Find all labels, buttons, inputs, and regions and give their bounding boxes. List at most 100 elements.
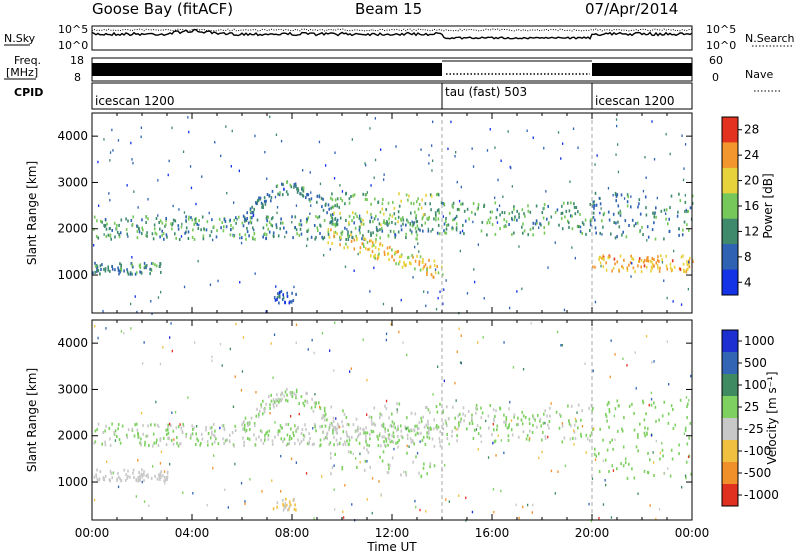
heatmap-cell — [261, 490, 263, 493]
heatmap-cell — [262, 235, 264, 239]
heatmap-cell — [388, 471, 390, 474]
heatmap-cell — [244, 233, 247, 237]
heatmap-cell — [610, 516, 613, 519]
heatmap-cell — [574, 417, 577, 421]
heatmap-cell — [691, 194, 694, 198]
heatmap-cell — [356, 215, 358, 219]
heatmap-cell — [626, 268, 629, 272]
heatmap-cell — [650, 269, 652, 273]
heatmap-cell — [284, 502, 287, 506]
heatmap-cell — [262, 206, 264, 209]
heatmap-cell — [179, 442, 181, 446]
heatmap-cell — [658, 508, 661, 511]
heatmap-cell — [330, 472, 332, 476]
heatmap-cell — [246, 211, 248, 215]
heatmap-cell — [472, 165, 475, 168]
heatmap-cell — [454, 381, 456, 385]
heatmap-cell — [119, 477, 121, 481]
heatmap-cell — [265, 310, 267, 313]
heatmap-cell — [189, 165, 192, 168]
heatmap-cell — [412, 202, 415, 206]
heatmap-cell — [271, 442, 274, 446]
heatmap-cell — [599, 231, 601, 235]
heatmap-cell — [544, 437, 547, 440]
heatmap-cell — [286, 442, 289, 446]
heatmap-cell — [683, 167, 685, 170]
heatmap-cell — [650, 434, 653, 437]
heatmap-cell — [445, 231, 448, 235]
heatmap-cell — [306, 442, 309, 446]
heatmap-cell — [192, 492, 194, 495]
heatmap-cell — [158, 473, 160, 477]
heatmap-cell — [609, 440, 611, 444]
heatmap-cell — [454, 416, 456, 420]
heatmap-cell — [508, 223, 510, 226]
heatmap-cell — [239, 236, 241, 240]
heatmap-cell — [427, 419, 429, 423]
heatmap-cell — [584, 218, 587, 222]
heatmap-cell — [379, 432, 381, 436]
heatmap-cell — [661, 448, 664, 452]
heatmap-cell — [521, 287, 523, 291]
heatmap-cell — [560, 216, 563, 220]
y-tick-label: 3000 — [57, 175, 88, 189]
heatmap-cell — [387, 201, 390, 205]
heatmap-cell — [247, 422, 250, 426]
heatmap-cell — [332, 222, 334, 226]
heatmap-cell — [507, 439, 510, 442]
heatmap-cell — [293, 285, 295, 289]
heatmap-cell — [225, 125, 227, 128]
heatmap-cell — [299, 442, 301, 446]
heatmap-cell — [622, 230, 624, 234]
heatmap-cell — [682, 228, 684, 232]
heatmap-cell — [105, 234, 108, 238]
heatmap-cell — [211, 432, 213, 436]
colorbar-swatch — [722, 484, 738, 507]
heatmap-cell — [540, 223, 542, 227]
heatmap-cell — [130, 141, 132, 145]
heatmap-cell — [366, 448, 368, 452]
heatmap-cell — [315, 235, 317, 239]
heatmap-cell — [177, 444, 180, 448]
heatmap-cell — [383, 178, 385, 181]
heatmap-cell — [516, 423, 518, 427]
heatmap-cell — [280, 490, 282, 493]
heatmap-cell — [686, 260, 688, 264]
heatmap-cell — [182, 491, 184, 494]
heatmap-cell — [686, 442, 689, 446]
heatmap-cell — [247, 437, 249, 440]
heatmap-cell — [577, 210, 579, 214]
heatmap-cell — [653, 258, 655, 261]
heatmap-cell — [617, 143, 619, 146]
heatmap-cell — [357, 425, 359, 429]
heatmap-cell — [164, 482, 166, 485]
heatmap-cell — [378, 247, 380, 251]
heatmap-cell — [165, 223, 167, 227]
heatmap-cell — [284, 235, 286, 239]
heatmap-cell — [131, 158, 133, 161]
heatmap-cell — [393, 422, 395, 426]
heatmap-cell — [367, 247, 369, 251]
heatmap-cell — [300, 395, 303, 399]
heatmap-cell — [481, 220, 484, 224]
heatmap-cell — [374, 256, 376, 260]
heatmap-cell — [516, 209, 518, 213]
heatmap-cell — [336, 442, 339, 446]
heatmap-cell — [278, 301, 280, 305]
heatmap-cell — [667, 421, 670, 425]
heatmap-cell — [510, 166, 512, 170]
heatmap-cell — [400, 199, 402, 203]
heatmap-cell — [431, 144, 433, 147]
colorbar-swatch — [722, 396, 738, 419]
heatmap-cell — [608, 470, 610, 473]
heatmap-cell — [426, 405, 428, 409]
heatmap-cell — [595, 454, 598, 458]
heatmap-cell — [639, 230, 641, 234]
heatmap-cell — [268, 395, 270, 399]
heatmap-cell — [463, 209, 466, 213]
heatmap-cell — [655, 215, 657, 219]
heatmap-cell — [491, 210, 493, 214]
heatmap-cell — [162, 346, 164, 349]
heatmap-cell — [382, 425, 385, 429]
heatmap-cell — [673, 249, 675, 253]
